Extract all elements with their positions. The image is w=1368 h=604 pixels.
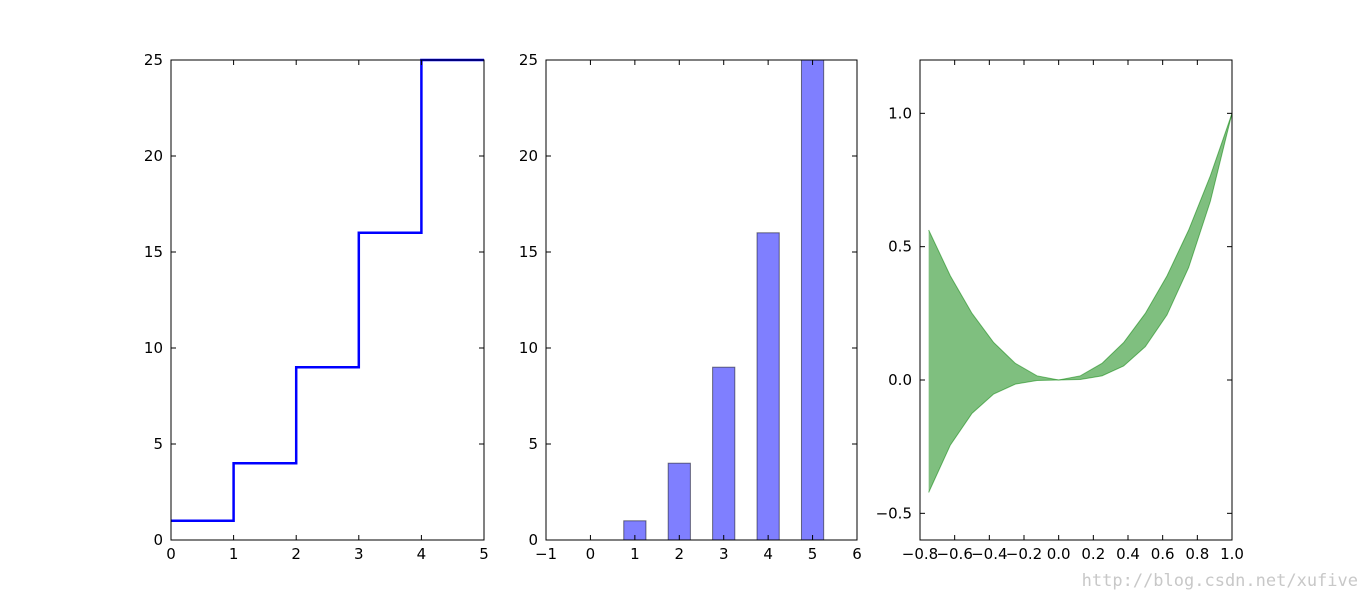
x-tick-label: −0.4 [971,545,1007,563]
x-tick-label: 1 [630,545,640,563]
watermark: http://blog.csdn.net/xufive [1082,571,1358,591]
step-line [171,58,484,523]
x-tick-label: 5 [808,545,818,563]
y-tick-label: 10 [519,339,538,357]
axes-frame [919,59,1233,541]
bar [712,366,736,541]
y-tick-label: 0 [528,531,538,549]
x-tick-label: −0.8 [902,545,938,563]
area-edge [928,113,1233,493]
y-tick-label: 20 [519,147,538,165]
area-fill [928,113,1232,493]
x-tick-label: 0.2 [1081,545,1105,563]
x-tick-label: −1 [535,545,557,563]
x-tick-label: 0.4 [1116,545,1140,563]
bar [667,462,691,541]
x-tick-label: 0.8 [1185,545,1209,563]
x-tick-label: 5 [479,545,489,563]
axes-frame [170,59,485,541]
y-tick-label: 0.0 [888,371,912,389]
x-tick-label: 0 [586,545,596,563]
y-tick-label: 20 [144,147,163,165]
y-tick-label: 1.0 [888,104,912,122]
y-tick-label: 5 [528,435,538,453]
y-tick-label: 5 [153,435,163,453]
x-tick-label: 2 [675,545,685,563]
x-tick-label: 1.0 [1220,545,1244,563]
x-tick-label: 3 [354,545,364,563]
x-tick-label: 0 [166,545,176,563]
x-tick-label: −0.6 [936,545,972,563]
axes-frame [545,59,858,541]
y-tick-label: 10 [144,339,163,357]
y-tick-label: 25 [519,51,538,69]
x-tick-label: −0.2 [1006,545,1042,563]
x-tick-label: 0.6 [1151,545,1175,563]
y-tick-label: −0.5 [876,504,912,522]
x-tick-label: 4 [417,545,427,563]
x-tick-label: 0.0 [1047,545,1071,563]
y-tick-label: 15 [519,243,538,261]
x-tick-label: 4 [763,545,773,563]
x-tick-label: 1 [229,545,239,563]
y-tick-label: 0.5 [888,238,912,256]
x-tick-label: 2 [291,545,301,563]
area-edge [928,113,1233,381]
y-tick-label: 25 [144,51,163,69]
y-tick-label: 15 [144,243,163,261]
bar [800,59,825,541]
bar [756,232,780,541]
x-tick-label: 3 [719,545,729,563]
y-tick-label: 0 [153,531,163,549]
x-tick-label: 6 [852,545,862,563]
